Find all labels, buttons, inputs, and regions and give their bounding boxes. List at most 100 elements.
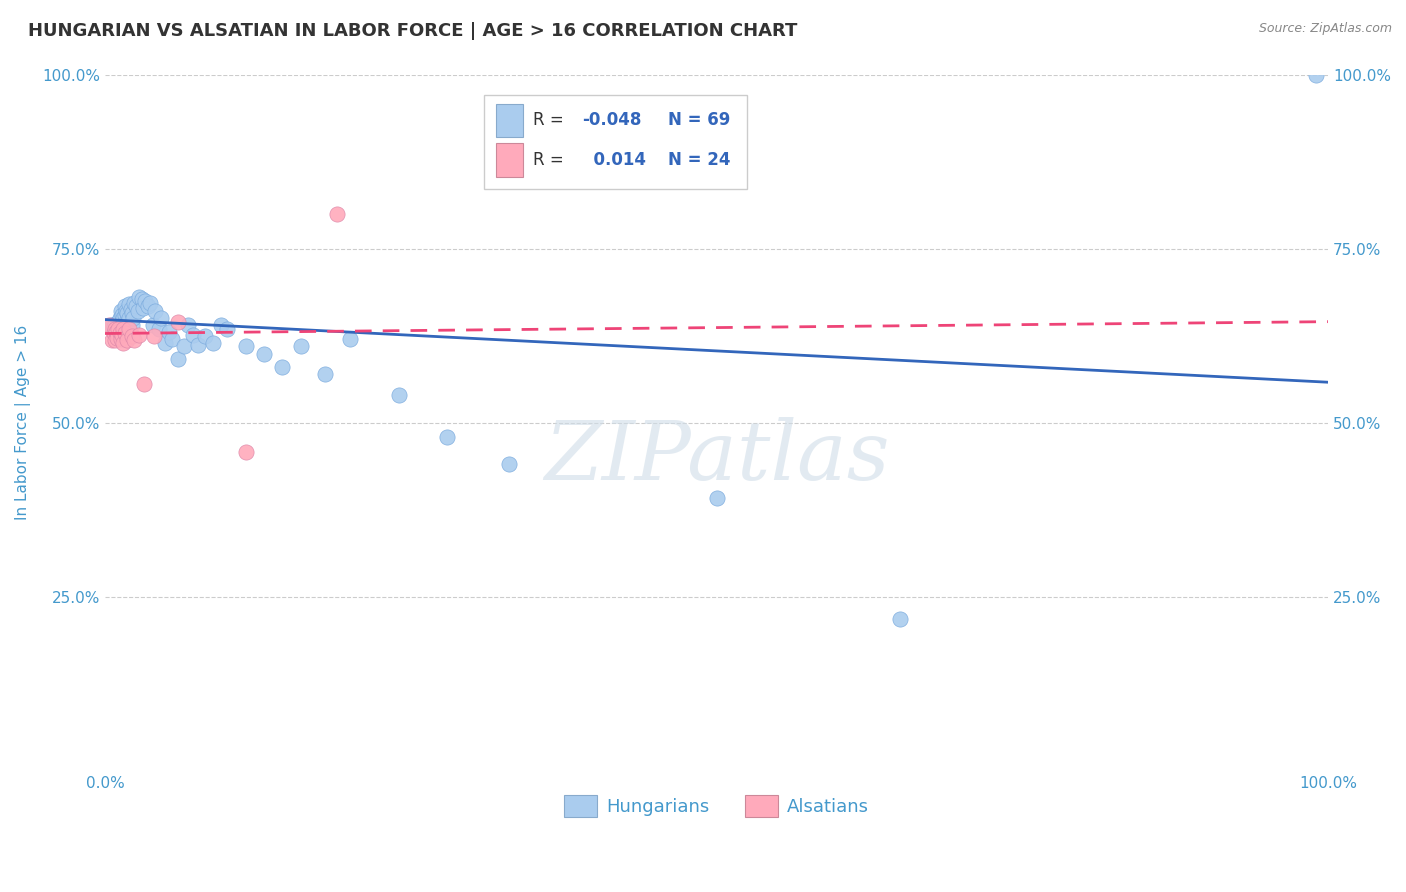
Point	[167, 315, 190, 329]
Point	[436, 429, 458, 443]
Point	[271, 359, 294, 374]
Point	[111, 325, 134, 339]
Point	[124, 334, 146, 348]
Point	[128, 327, 150, 342]
Text: R =: R =	[533, 112, 569, 129]
Point	[104, 326, 127, 341]
Point	[124, 296, 146, 310]
Point	[101, 334, 124, 348]
Point	[118, 297, 141, 311]
Point	[115, 334, 138, 348]
Point	[124, 299, 146, 313]
Point	[114, 299, 136, 313]
FancyBboxPatch shape	[496, 144, 523, 177]
Point	[157, 325, 180, 339]
Point	[121, 328, 143, 343]
Point	[889, 612, 911, 626]
Point	[339, 332, 361, 346]
Point	[105, 332, 128, 346]
Point	[187, 337, 209, 351]
Point	[104, 317, 127, 331]
FancyBboxPatch shape	[496, 103, 523, 137]
Point	[111, 327, 134, 342]
Point	[167, 351, 190, 366]
Point	[110, 332, 132, 346]
Point	[387, 388, 409, 402]
Point	[115, 305, 138, 319]
Point	[142, 328, 165, 343]
Text: -0.048: -0.048	[582, 112, 641, 129]
Point	[177, 318, 200, 333]
Text: ZIPatlas: ZIPatlas	[544, 417, 890, 498]
Point	[121, 318, 143, 333]
Point	[97, 318, 120, 333]
Point	[104, 325, 127, 339]
Y-axis label: In Labor Force | Age > 16: In Labor Force | Age > 16	[15, 325, 31, 520]
Point	[104, 328, 127, 343]
Point	[1305, 68, 1327, 82]
Point	[131, 292, 153, 306]
Text: 0.014: 0.014	[582, 151, 645, 169]
Point	[112, 321, 135, 335]
Point	[173, 339, 195, 353]
Point	[290, 339, 312, 353]
Point	[706, 491, 728, 505]
Point	[112, 335, 135, 350]
Point	[115, 325, 138, 339]
Point	[162, 332, 184, 346]
Point	[253, 347, 276, 361]
Point	[134, 293, 156, 308]
Point	[235, 339, 257, 353]
Point	[118, 311, 141, 326]
Point	[103, 319, 125, 334]
Point	[209, 318, 232, 333]
Point	[108, 326, 131, 341]
Point	[139, 296, 162, 310]
Point	[110, 321, 132, 335]
Point	[128, 290, 150, 304]
Point	[114, 326, 136, 341]
Point	[100, 318, 122, 333]
Point	[107, 321, 129, 335]
Point	[112, 318, 135, 333]
Point	[217, 321, 239, 335]
Text: N = 24: N = 24	[668, 151, 730, 169]
Point	[148, 321, 170, 335]
Point	[112, 311, 135, 326]
Point	[117, 315, 139, 329]
Point	[118, 321, 141, 335]
Point	[314, 367, 336, 381]
Point	[107, 315, 129, 329]
Point	[142, 318, 165, 333]
Point	[108, 311, 131, 326]
Point	[181, 327, 204, 342]
Point	[104, 334, 127, 348]
Point	[132, 376, 155, 391]
Point	[112, 326, 135, 341]
Text: R =: R =	[533, 151, 569, 169]
Point	[127, 304, 149, 318]
Point	[105, 331, 128, 345]
Point	[194, 328, 217, 343]
Point	[326, 207, 349, 221]
Point	[105, 321, 128, 335]
Text: HUNGARIAN VS ALSATIAN IN LABOR FORCE | AGE > 16 CORRELATION CHART: HUNGARIAN VS ALSATIAN IN LABOR FORCE | A…	[28, 22, 797, 40]
Point	[110, 304, 132, 318]
Point	[108, 319, 131, 334]
Point	[122, 311, 145, 326]
Point	[114, 304, 136, 318]
Point	[111, 308, 134, 322]
Point	[105, 323, 128, 337]
Point	[114, 308, 136, 322]
Point	[136, 299, 159, 313]
Point	[120, 302, 142, 317]
Point	[114, 321, 136, 335]
Point	[150, 311, 173, 326]
Text: N = 69: N = 69	[668, 112, 730, 129]
Point	[104, 321, 127, 335]
Point	[121, 305, 143, 319]
Legend: Hungarians, Alsatians: Hungarians, Alsatians	[557, 788, 876, 824]
Point	[498, 458, 520, 472]
Point	[132, 301, 155, 315]
Point	[235, 445, 257, 459]
